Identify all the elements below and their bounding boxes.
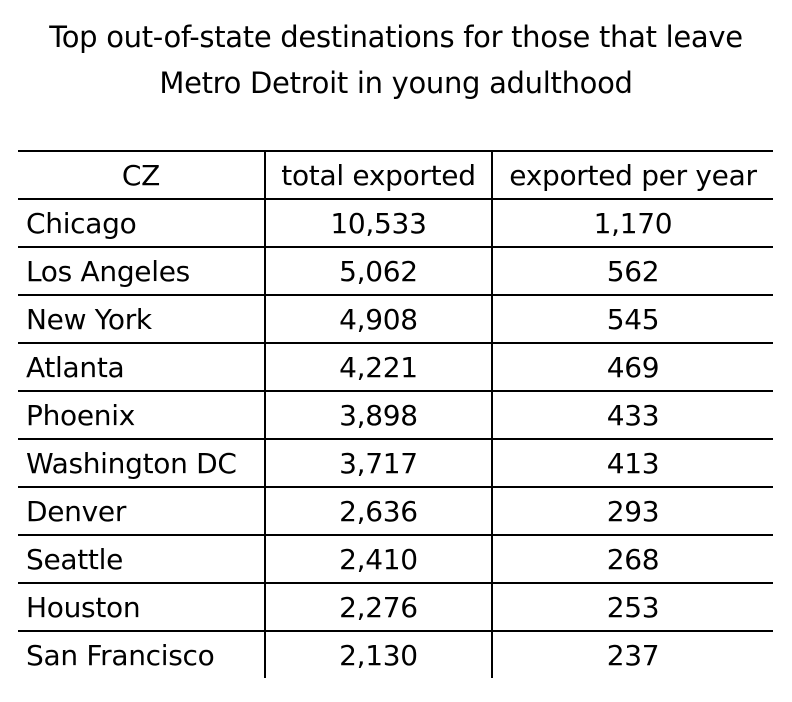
cell-exported-per-year: 469 (491, 343, 773, 392)
cell-total-exported: 3,898 (264, 391, 492, 440)
table-row: Chicago 10,533 1,170 (18, 199, 773, 248)
chart-title-line-1: Top out-of-state destinations for those … (49, 20, 743, 54)
cell-total-exported: 4,908 (264, 295, 492, 344)
cell-total-exported: 5,062 (264, 247, 492, 296)
table-row: New York 4,908 545 (18, 295, 773, 344)
table-row: Denver 2,636 293 (18, 487, 773, 536)
cell-exported-per-year: 1,170 (491, 199, 773, 248)
cell-total-exported: 3,717 (264, 439, 492, 488)
table-body: Chicago 10,533 1,170 Los Angeles 5,062 562 New… (18, 199, 773, 678)
cell-cz: Seattle (18, 535, 265, 584)
table-header-row: CZ total exported exported per year (18, 150, 773, 200)
column-header-cz: CZ (18, 150, 265, 200)
column-header-total-exported: total exported (264, 150, 492, 200)
cell-cz: Atlanta (18, 343, 265, 392)
cell-exported-per-year: 545 (491, 295, 773, 344)
cell-total-exported: 2,130 (264, 631, 492, 678)
chart-title: Top out-of-state destinations for those … (0, 14, 792, 106)
table-row: San Francisco 2,130 237 (18, 631, 773, 678)
cell-exported-per-year: 413 (491, 439, 773, 488)
column-header-exported-per-year: exported per year (491, 150, 773, 200)
cell-total-exported: 2,636 (264, 487, 492, 536)
cell-cz: Washington DC (18, 439, 265, 488)
cell-total-exported: 2,410 (264, 535, 492, 584)
cell-total-exported: 10,533 (264, 199, 492, 248)
cell-exported-per-year: 268 (491, 535, 773, 584)
cell-exported-per-year: 562 (491, 247, 773, 296)
cell-cz: Houston (18, 583, 265, 632)
table-row: Phoenix 3,898 433 (18, 391, 773, 440)
cell-cz: Phoenix (18, 391, 265, 440)
cell-exported-per-year: 237 (491, 631, 773, 678)
cell-cz: New York (18, 295, 265, 344)
cell-cz: Denver (18, 487, 265, 536)
cell-total-exported: 4,221 (264, 343, 492, 392)
cell-exported-per-year: 433 (491, 391, 773, 440)
cell-exported-per-year: 253 (491, 583, 773, 632)
cell-cz: Chicago (18, 199, 265, 248)
cell-cz: Los Angeles (18, 247, 265, 296)
table-row: Seattle 2,410 268 (18, 535, 773, 584)
table-row: Houston 2,276 253 (18, 583, 773, 632)
cell-cz: San Francisco (26, 638, 215, 672)
table-row: Atlanta 4,221 469 (18, 343, 773, 392)
table-row: Washington DC 3,717 413 (18, 439, 773, 488)
cell-exported-per-year: 293 (491, 487, 773, 536)
table-row: Los Angeles 5,062 562 (18, 247, 773, 296)
chart-title-line-2: Metro Detroit in young adulthood (159, 66, 633, 100)
cell-total-exported: 2,276 (264, 583, 492, 632)
destinations-table: CZ total exported exported per year Chic… (18, 150, 773, 678)
